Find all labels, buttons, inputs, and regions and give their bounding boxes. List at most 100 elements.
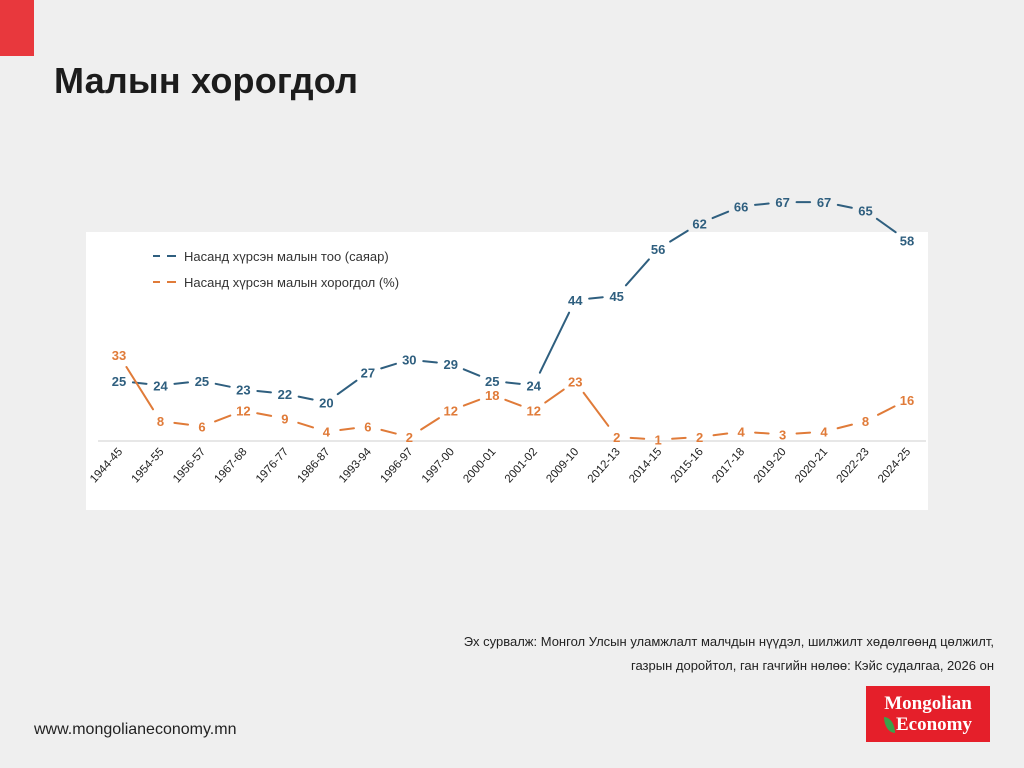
x-tick-label: 2009-10 — [544, 446, 581, 485]
data-label: 24 — [527, 378, 542, 393]
series-segment — [836, 423, 853, 430]
data-label: 8 — [862, 414, 869, 429]
series-segment — [173, 421, 190, 426]
series-segment — [297, 421, 315, 429]
legend-label: Насанд хүрсэн малын тоо (саяар) — [184, 249, 389, 264]
series-segment — [256, 412, 273, 417]
x-tick-label: 2000-01 — [461, 446, 498, 485]
series-segment — [544, 388, 565, 404]
series-segment — [380, 428, 397, 435]
data-label: 4 — [323, 425, 331, 440]
series-segment — [462, 368, 481, 377]
series-segment — [836, 203, 853, 209]
data-label: 44 — [568, 293, 583, 308]
data-label: 12 — [527, 404, 541, 419]
data-label: 2 — [613, 430, 620, 445]
series-segment — [711, 210, 730, 220]
source-line-2: газрын доройтол, ган гачгийн нөлөө: Кэйс… — [631, 658, 994, 673]
series-segment — [671, 436, 687, 440]
data-label: 3 — [779, 427, 786, 442]
series-segment — [462, 398, 481, 407]
data-label: 67 — [775, 195, 789, 210]
series-segment — [339, 427, 355, 431]
series-segment — [504, 398, 522, 407]
x-tick-label: 2017-18 — [710, 446, 747, 485]
legend-label: Насанд хүрсэн малын хорогдол (%) — [184, 275, 399, 290]
data-label: 25 — [485, 374, 499, 389]
series-segment — [505, 381, 521, 385]
series-segment — [795, 431, 812, 435]
series-segment — [131, 381, 148, 385]
data-label: 6 — [198, 419, 205, 434]
series-segment — [256, 389, 272, 394]
data-label: 23 — [568, 375, 582, 390]
series-segment — [297, 395, 314, 401]
x-tick-label: 2014-15 — [627, 446, 664, 485]
series-segment — [754, 202, 770, 206]
series-segment — [877, 405, 896, 416]
series-segment — [875, 217, 897, 234]
brand-logo: Mongolian Economy — [866, 686, 990, 742]
x-tick-label: 1976-77 — [254, 446, 291, 485]
data-label: 4 — [820, 425, 828, 440]
leaf-icon — [884, 716, 895, 733]
x-tick-label: 2024-25 — [876, 446, 913, 485]
x-tick-label: 1993-94 — [337, 446, 375, 486]
series-segment — [669, 229, 689, 243]
x-tick-label: 1986-87 — [295, 446, 332, 485]
data-label: 29 — [444, 357, 458, 372]
series-segment — [214, 382, 231, 388]
data-label: 9 — [281, 412, 288, 427]
data-label: 12 — [236, 404, 250, 419]
series-segment — [588, 296, 604, 300]
data-label: 65 — [858, 204, 872, 219]
data-label: 20 — [319, 395, 333, 410]
series-segment — [754, 431, 770, 435]
x-tick-label: 2012-13 — [586, 446, 623, 485]
data-label: 18 — [485, 388, 499, 403]
x-tick-label: 2019-20 — [752, 446, 789, 485]
data-label: 67 — [817, 195, 831, 210]
data-label: 1 — [655, 433, 662, 448]
x-tick-label: 1954-55 — [130, 446, 167, 485]
x-tick-label: 1944-45 — [88, 446, 125, 485]
data-label: 58 — [900, 233, 914, 248]
data-label: 16 — [900, 393, 914, 408]
data-label: 45 — [609, 289, 623, 304]
series-segment — [712, 432, 729, 437]
series-segment — [125, 366, 155, 411]
series-segment — [214, 414, 232, 423]
data-label: 27 — [361, 365, 375, 380]
page-title: Малын хорогдол — [54, 60, 359, 101]
x-tick-label: 2001-02 — [503, 446, 540, 485]
x-tick-label: 1967-68 — [212, 446, 249, 485]
data-label: 25 — [195, 374, 209, 389]
data-label: 23 — [236, 383, 250, 398]
corner-accent — [0, 0, 34, 56]
data-label: 22 — [278, 387, 292, 402]
data-label: 25 — [112, 374, 126, 389]
logo-line-1: Mongolian — [884, 693, 972, 714]
logo-line-2: Economy — [896, 714, 972, 735]
series-segment — [629, 436, 646, 440]
series-segment — [173, 381, 190, 385]
website-url[interactable]: www.mongolianeconomy.mn — [34, 721, 237, 738]
data-label: 24 — [153, 378, 168, 393]
x-tick-label: 1996-97 — [378, 446, 415, 485]
data-label: 62 — [692, 216, 706, 231]
logo-line-2-wrap: Economy — [884, 714, 972, 735]
series-0: 25 24 25 23 22 20 27 30 29 25 24 44 45 56 62 66 67 67 65 58 — [112, 195, 914, 410]
x-tick-label: 1997-00 — [420, 446, 457, 485]
x-tick-label: 2020-21 — [793, 446, 830, 485]
x-tick-label: 1956-57 — [171, 446, 208, 485]
data-label: 6 — [364, 419, 371, 434]
data-label: 8 — [157, 414, 164, 429]
source-line-1: Эх сурвалж: Монгол Улсын уламжлалт малчд… — [463, 634, 994, 649]
data-label: 66 — [734, 199, 748, 214]
data-label: 30 — [402, 353, 416, 368]
x-tick-label: 2015-16 — [669, 446, 706, 485]
series-segment — [582, 391, 610, 427]
chart-panel — [86, 232, 928, 510]
